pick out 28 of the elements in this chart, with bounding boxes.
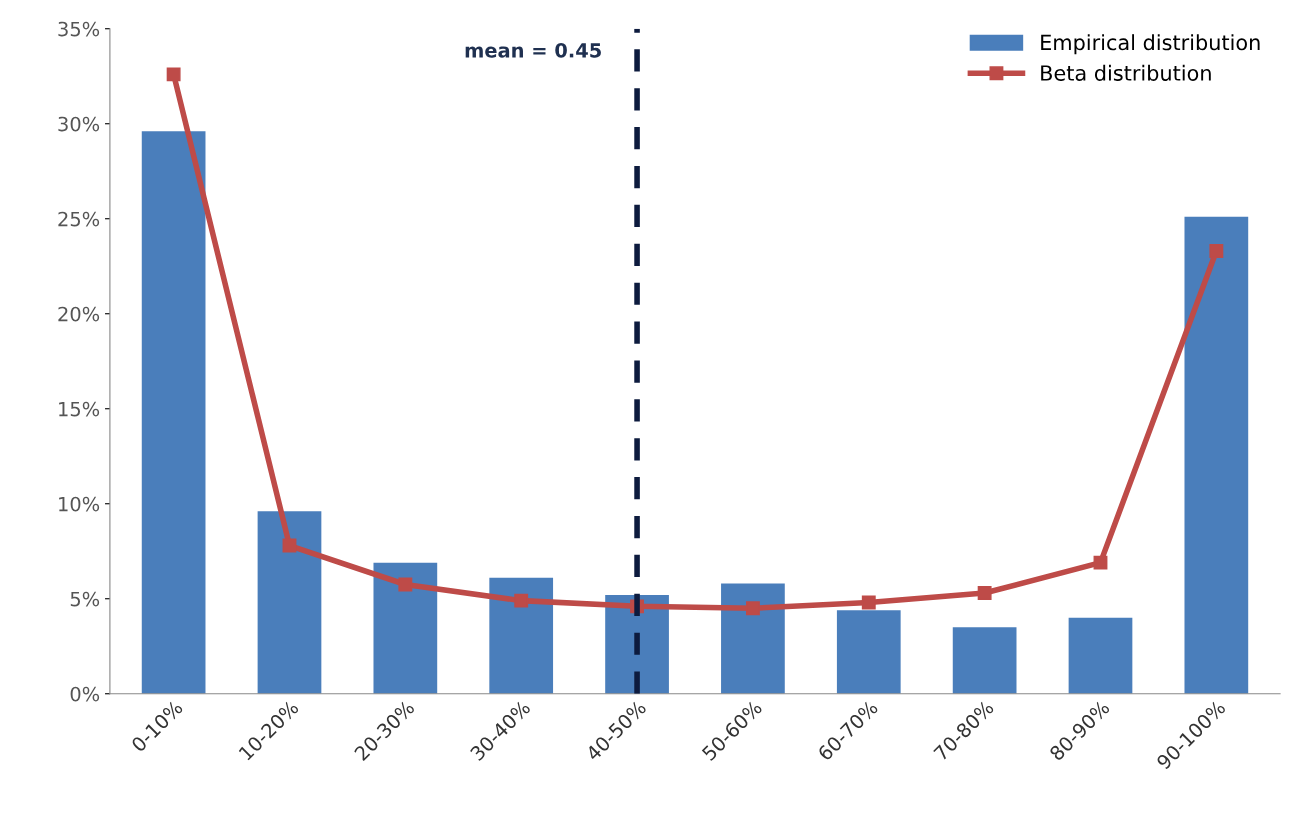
- point: [745, 601, 760, 616]
- bar: [721, 583, 785, 694]
- ref-line-label: mean = 0.45: [465, 42, 601, 58]
- point: [1093, 555, 1108, 570]
- legend-label: Empirical distribution: [1041, 34, 1260, 55]
- point: [861, 595, 876, 610]
- legend-label: Beta distribution: [1041, 64, 1211, 81]
- y-tick-label: 35%: [58, 21, 100, 37]
- point: [398, 577, 413, 592]
- bar: [836, 610, 901, 694]
- y-tick-label: 5%: [70, 591, 100, 607]
- y-tick-label: 10%: [59, 496, 100, 512]
- y-tick-label: 30%: [58, 116, 100, 132]
- y-tick-label: 25%: [58, 211, 100, 227]
- bar: [141, 131, 206, 694]
- bar: [489, 577, 554, 694]
- y-tick-label: 0%: [70, 686, 100, 702]
- bar: [1068, 617, 1133, 694]
- point: [1209, 244, 1224, 258]
- bar: [257, 511, 322, 694]
- point: [977, 586, 992, 600]
- bar: [952, 627, 1017, 694]
- point: [166, 67, 181, 82]
- bar: [373, 562, 438, 694]
- y-tick-label: 15%: [59, 401, 100, 417]
- point: [514, 593, 529, 608]
- y-tick-label: 20%: [58, 306, 100, 322]
- bar: [1184, 216, 1249, 694]
